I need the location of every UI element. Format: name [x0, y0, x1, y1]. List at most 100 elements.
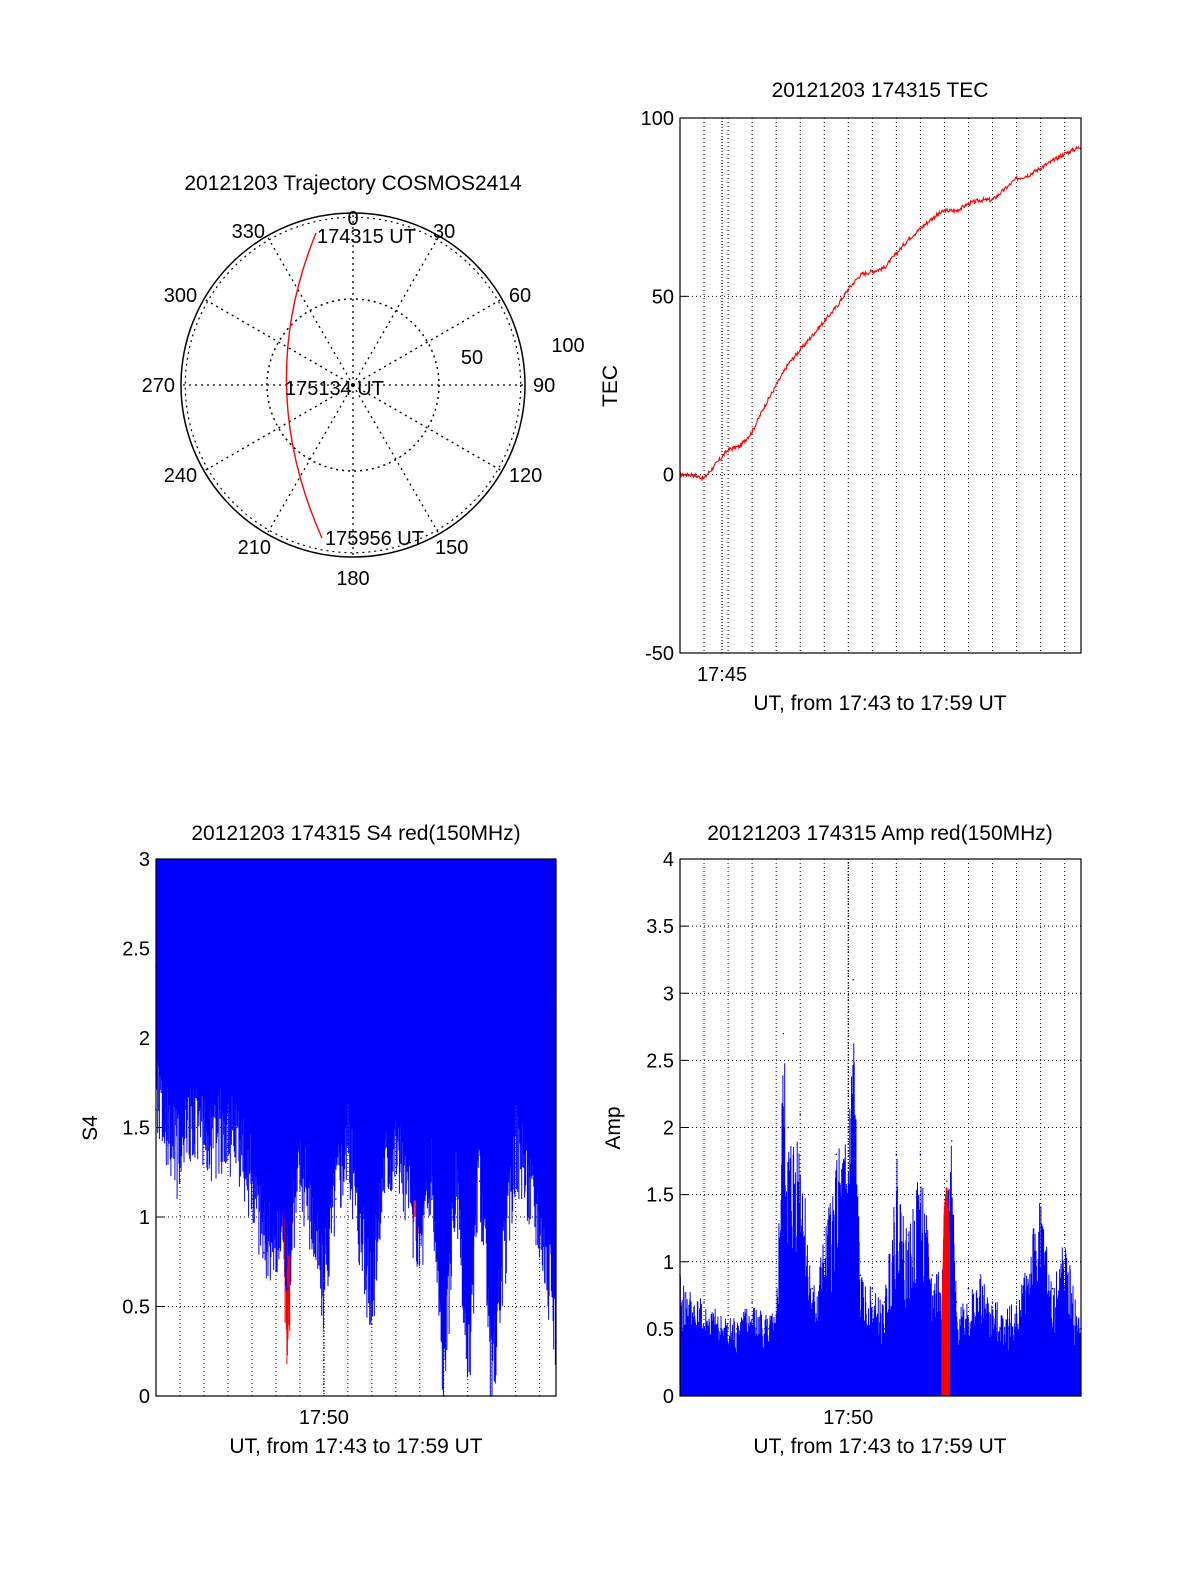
y-tick-label: 3	[663, 983, 674, 1005]
series-point-blue	[251, 1198, 253, 1200]
trajectory-end-label: 175956 UT	[325, 528, 424, 550]
series-point-blue	[1051, 1287, 1054, 1290]
y-tick-label: 3.5	[646, 916, 674, 938]
y-tick-label: 0.5	[646, 1319, 674, 1341]
y-tick-label: 1	[139, 1207, 150, 1229]
tec-y-tick-labels: 100 50 0 -50	[641, 108, 674, 665]
series-point-blue	[967, 1287, 970, 1290]
tec-plot-frame	[679, 117, 1082, 654]
series-point-blue	[1039, 1193, 1042, 1196]
series-point-blue	[282, 1234, 284, 1236]
polar-azimuth-label: 120	[509, 465, 542, 487]
series-point-blue	[478, 1180, 481, 1182]
polar-outer-circle	[180, 212, 526, 558]
s4-y-tick-labels: 3 2.5 2 1.5 1 0.5 0	[122, 849, 150, 1408]
x-tick-label: 17:50	[299, 1407, 349, 1429]
s4-x-tick-labels: 17:50	[299, 1407, 349, 1429]
series-point-blue	[811, 1287, 814, 1290]
series-point-red	[946, 1180, 948, 1182]
trajectory-start-label: 174315 UT	[317, 226, 416, 248]
y-tick-label: 3	[139, 849, 150, 871]
series-point-red	[941, 1314, 943, 1317]
polar-azimuth-label: 270	[142, 375, 175, 397]
series-point-blue	[418, 1260, 421, 1263]
s4-plot-frame	[155, 858, 557, 1397]
polar-azimuth-label: 300	[164, 285, 197, 307]
series-point-blue	[859, 1274, 862, 1276]
polar-radial-label-100: 100	[551, 335, 584, 357]
series-point-blue	[950, 1140, 953, 1142]
y-tick-label: 2	[663, 1118, 674, 1140]
series-point-blue	[371, 1323, 373, 1326]
series-line-red	[679, 145, 1082, 482]
s4-series	[155, 859, 557, 1397]
series-point-blue	[847, 1126, 850, 1129]
polar-ring-100	[184, 216, 522, 554]
y-tick-label: 1.5	[122, 1118, 150, 1140]
series-point-blue	[347, 1162, 349, 1165]
tec-title: 20121203 174315 TEC	[772, 79, 989, 102]
polar-spoke	[203, 384, 354, 472]
polar-azimuth-label: 330	[232, 221, 265, 243]
series-point-blue	[895, 1153, 898, 1156]
polar-spoke	[352, 384, 440, 535]
trajectory-line	[285, 232, 323, 539]
trajectory-mid-label: 175134 UT	[285, 378, 384, 400]
amp-series	[679, 979, 1082, 1396]
polar-spoke	[266, 384, 354, 535]
series-point-blue	[191, 1126, 193, 1129]
polar-spoke	[352, 298, 503, 386]
series-point-blue	[751, 1301, 753, 1303]
series-point-blue	[383, 1180, 385, 1182]
s4-x-axis-label: UT, from 17:43 to 17:59 UT	[229, 1435, 482, 1458]
tec-y-axis-label: TEC	[599, 365, 622, 407]
series-point-blue	[526, 1198, 529, 1200]
series-point-blue	[931, 1274, 934, 1276]
tec-series	[679, 145, 1082, 482]
x-tick-label: 17:50	[823, 1407, 873, 1429]
y-tick-label: 1.5	[646, 1185, 674, 1207]
amp-plot-panel: 20121203 174315 Amp red(150MHz) 4 3.5 3 2.5…	[602, 822, 1082, 1458]
series-point-blue	[263, 1252, 265, 1254]
polar-azimuth-label: 150	[435, 537, 468, 559]
y-tick-label: 2.5	[122, 939, 150, 961]
amp-y-axis-label: Amp	[602, 1106, 625, 1149]
y-tick-label: 1	[663, 1252, 674, 1274]
series-point-blue	[835, 1153, 838, 1156]
y-tick-label: 0.5	[122, 1297, 150, 1319]
tec-x-axis-label: UT, from 17:43 to 17:59 UT	[753, 692, 1006, 715]
series-point-blue	[167, 1144, 169, 1147]
series-point-blue	[299, 1180, 301, 1182]
series-point-blue	[799, 1113, 802, 1115]
series-point-blue	[703, 1301, 705, 1303]
amp-y-tick-labels: 4 3.5 3 2.5 2 1.5 1 0.5 0	[646, 849, 674, 1408]
polar-azimuth-label: 210	[238, 537, 271, 559]
y-tick-label: 0	[139, 1386, 150, 1408]
series-point-red	[943, 1207, 946, 1209]
series-point-blue	[275, 1269, 277, 1272]
amp-plot-frame	[679, 858, 1082, 1397]
series-point-blue	[991, 1301, 994, 1303]
series-point-blue	[979, 1274, 982, 1276]
amp-x-axis-label: UT, from 17:43 to 17:59 UT	[753, 1435, 1006, 1458]
polar-azimuth-label: 240	[164, 465, 197, 487]
s4-y-axis-label: S4	[79, 1115, 102, 1141]
s4-plot-panel: 20121203 174315 S4 red(150MHz) 3 2.5 2 1.5 1…	[79, 822, 557, 1458]
series-point-blue	[287, 1287, 289, 1290]
y-tick-label: -50	[645, 643, 674, 665]
series-point-blue	[782, 1032, 785, 1035]
series-point-blue	[323, 1305, 325, 1308]
series-point-blue	[454, 1198, 457, 1200]
polar-spoke	[352, 384, 503, 472]
series-fill-red	[941, 1187, 951, 1396]
series-point-blue	[1063, 1234, 1066, 1236]
series-point-blue	[883, 1301, 886, 1303]
series-point-blue	[852, 979, 854, 981]
series-point-blue	[335, 1198, 337, 1200]
series-point-blue	[823, 1234, 826, 1236]
polar-spoke	[203, 298, 354, 386]
series-point-blue	[430, 1198, 433, 1200]
series-point-blue	[775, 1314, 777, 1317]
series-point-blue	[514, 1162, 517, 1165]
